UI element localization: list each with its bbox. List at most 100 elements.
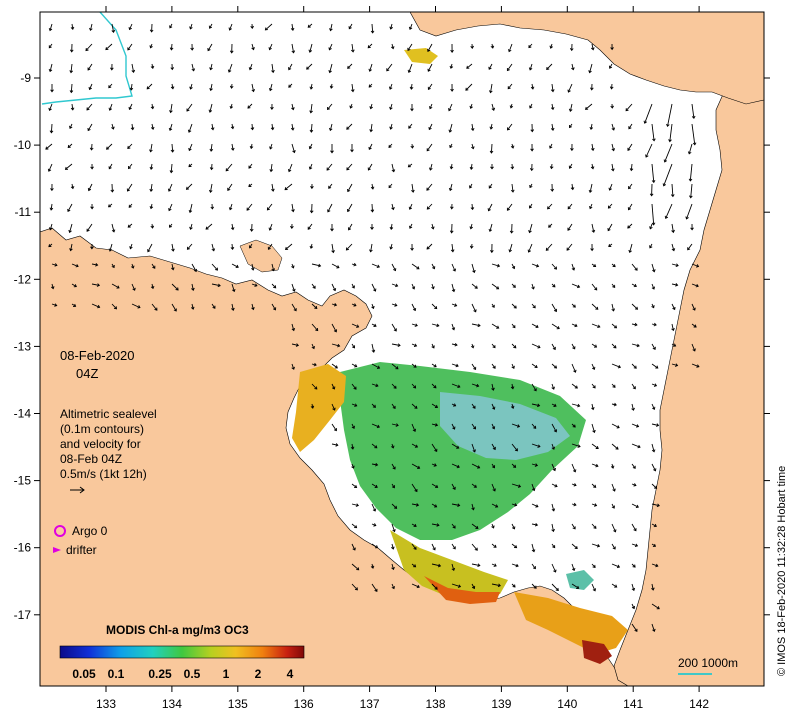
velocity-arrow-head xyxy=(291,107,295,111)
velocity-arrow-head xyxy=(492,465,496,469)
velocity-arrow xyxy=(267,203,273,211)
velocity-arrow xyxy=(551,463,556,471)
velocity-arrow-head xyxy=(532,305,536,309)
velocity-arrow-head xyxy=(111,29,116,33)
velocity-arrow-head xyxy=(391,586,395,590)
velocity-arrow xyxy=(169,123,173,131)
velocity-arrow-head xyxy=(452,426,456,430)
velocity-vectors xyxy=(45,23,700,633)
velocity-arrow-head xyxy=(654,485,658,489)
velocity-arrow-head xyxy=(215,267,218,271)
velocity-arrow xyxy=(228,63,233,73)
velocity-arrow xyxy=(651,623,655,632)
velocity-arrow-head xyxy=(210,127,215,131)
velocity-arrow-head xyxy=(537,345,541,349)
velocity-arrow xyxy=(291,43,295,53)
velocity-arrow-head xyxy=(375,462,379,467)
velocity-arrow xyxy=(347,203,353,212)
velocity-arrow xyxy=(71,23,74,30)
velocity-arrow-head xyxy=(188,209,193,214)
velocity-arrow xyxy=(186,103,193,112)
velocity-arrow-head xyxy=(693,324,697,328)
velocity-arrow-head xyxy=(457,384,461,389)
velocity-arrow-head xyxy=(350,149,354,153)
velocity-arrow xyxy=(571,543,578,549)
velocity-arrow-head xyxy=(413,385,417,389)
velocity-arrow-head xyxy=(450,249,455,253)
velocity-arrow xyxy=(331,283,336,291)
velocity-arrow xyxy=(211,163,213,170)
velocity-arrow xyxy=(369,63,373,72)
velocity-arrow-head xyxy=(477,465,481,469)
velocity-arrow xyxy=(667,103,673,127)
velocity-arrow xyxy=(688,143,693,154)
velocity-arrow-head xyxy=(249,228,254,232)
velocity-arrow-head xyxy=(291,327,296,332)
velocity-arrow xyxy=(67,203,73,212)
velocity-arrow xyxy=(86,223,93,232)
velocity-arrow-head xyxy=(170,149,175,153)
velocity-arrow xyxy=(211,263,218,271)
velocity-arrow xyxy=(209,103,213,113)
velocity-arrow xyxy=(407,43,413,51)
velocity-arrow-head xyxy=(129,87,134,91)
velocity-arrow-head xyxy=(592,429,596,434)
velocity-arrow xyxy=(591,223,595,233)
velocity-arrow-head xyxy=(534,522,539,527)
velocity-arrow-head xyxy=(431,345,435,349)
velocity-arrow xyxy=(491,103,495,111)
velocity-arrow xyxy=(690,183,693,198)
velocity-arrow-head xyxy=(594,287,598,291)
velocity-arrow-head xyxy=(550,89,555,93)
velocity-arrow xyxy=(431,543,436,551)
velocity-arrow-head xyxy=(531,549,536,553)
velocity-arrow xyxy=(391,163,395,172)
velocity-arrow-head xyxy=(611,308,616,312)
velocity-arrow xyxy=(351,543,356,551)
velocity-arrow-head xyxy=(696,364,700,368)
velocity-arrow-head xyxy=(95,262,99,267)
velocity-arrow-head xyxy=(127,224,131,228)
velocity-arrow-head xyxy=(470,207,475,211)
velocity-arrow xyxy=(465,83,473,91)
velocity-arrow-head xyxy=(73,284,77,288)
velocity-arrow-head xyxy=(470,45,474,49)
velocity-arrow xyxy=(85,43,93,51)
velocity-arrow xyxy=(391,203,394,210)
velocity-arrow-head xyxy=(433,385,437,389)
velocity-arrow xyxy=(431,423,438,426)
velocity-arrow xyxy=(651,463,656,472)
velocity-arrow xyxy=(569,103,573,112)
land-arnhem xyxy=(40,227,631,686)
velocity-arrow xyxy=(664,143,673,163)
lon-tick-label: 134 xyxy=(162,697,182,711)
velocity-arrow-head xyxy=(210,206,215,210)
velocity-arrow xyxy=(207,43,213,51)
colorbar-tick-label: 0.5 xyxy=(183,667,201,681)
velocity-arrow xyxy=(451,523,456,529)
velocity-arrow xyxy=(571,443,581,448)
velocity-arrow-head xyxy=(664,215,669,219)
velocity-arrow-head xyxy=(248,183,252,187)
velocity-arrow-head xyxy=(529,168,534,172)
velocity-arrow-head xyxy=(633,283,637,288)
velocity-arrow xyxy=(531,503,539,508)
velocity-arrow-head xyxy=(511,265,516,270)
velocity-arrow-head xyxy=(456,464,460,469)
velocity-arrow xyxy=(651,603,660,610)
velocity-arrow xyxy=(211,283,221,287)
velocity-arrow xyxy=(108,83,113,88)
velocity-arrow xyxy=(431,583,438,590)
velocity-arrow xyxy=(284,183,293,190)
velocity-arrow-head xyxy=(348,26,352,30)
lat-tick-label: -15 xyxy=(14,474,32,488)
velocity-arrow xyxy=(311,343,315,349)
velocity-arrow xyxy=(431,303,438,309)
velocity-arrow xyxy=(310,83,313,90)
velocity-arrow xyxy=(70,243,73,251)
velocity-arrow xyxy=(129,243,133,249)
velocity-arrow-head xyxy=(433,463,437,467)
velocity-arrow xyxy=(591,43,594,50)
velocity-arrow-head xyxy=(470,127,475,132)
velocity-arrow-head xyxy=(472,269,476,274)
